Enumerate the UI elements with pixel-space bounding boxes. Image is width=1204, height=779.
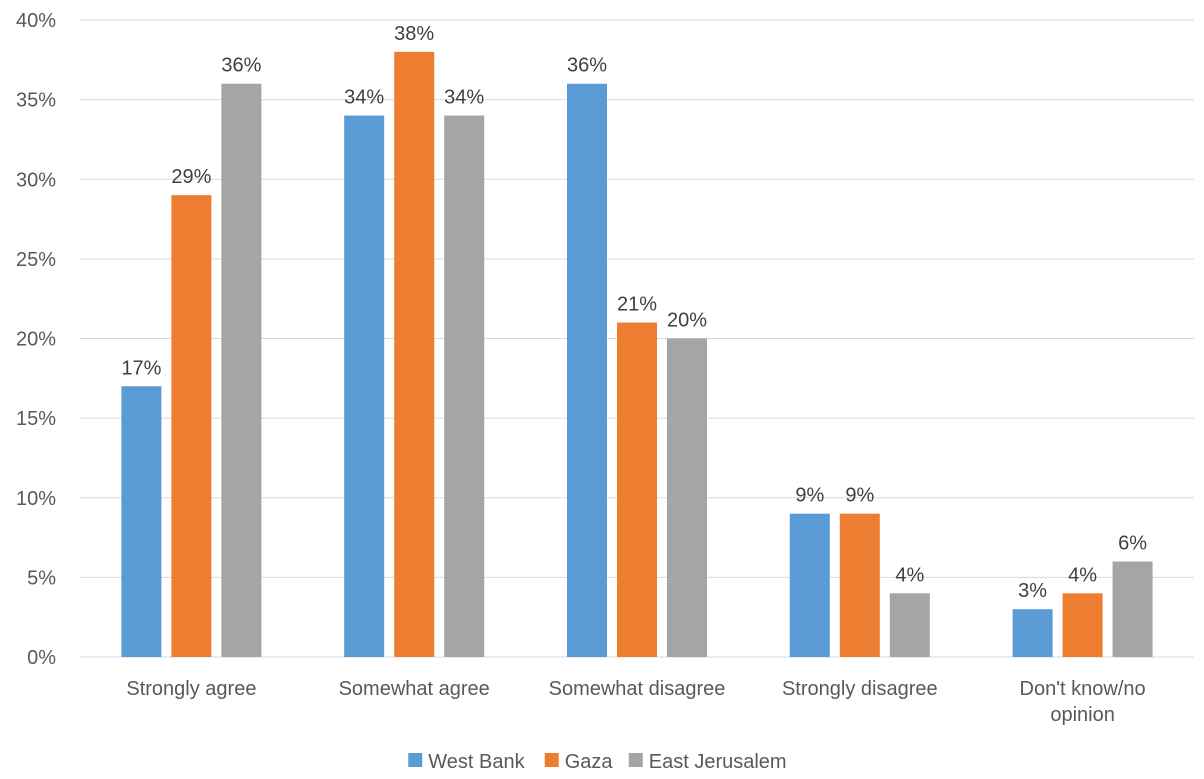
bar-east-jerusalem-0 [221, 83, 262, 657]
x-category-label-line: opinion [1050, 704, 1115, 726]
y-tick-label: 35% [16, 90, 56, 112]
bar-west-bank-3 [789, 513, 830, 657]
data-label: 4% [895, 564, 924, 586]
data-label: 34% [444, 87, 484, 109]
data-label: 34% [344, 87, 384, 109]
data-label: 9% [845, 485, 874, 507]
data-label: 20% [667, 310, 707, 332]
bar-west-bank-2 [567, 83, 607, 657]
x-category-label: Somewhat disagree [549, 678, 726, 700]
data-label: 3% [1018, 580, 1047, 602]
bar-gaza-3 [839, 513, 880, 657]
y-tick-label: 20% [16, 329, 56, 351]
data-label: 4% [1068, 564, 1097, 586]
y-tick-label: 0% [27, 647, 56, 669]
x-category-label-line: Strongly disagree [782, 678, 938, 700]
legend-swatch-west-bank [408, 753, 423, 767]
data-labels: 17% 29% 36% 34% 38% 34% 36% 21% 20% 9% 9% 4% 3% 4% 6% [121, 23, 1147, 602]
bar-west-bank-0 [121, 386, 162, 657]
legend-swatch-gaza [544, 753, 559, 767]
x-axis-categories: Strongly agree Somewhat agree Somewhat dis… [126, 678, 1145, 726]
y-tick-label: 15% [16, 408, 56, 430]
data-label: 29% [171, 166, 211, 188]
y-tick-label: 30% [16, 169, 56, 191]
data-label: 36% [567, 55, 607, 77]
bar-east-jerusalem-3 [889, 593, 930, 657]
x-category-label: Don't know/no opinion [1020, 678, 1146, 726]
legend-label: West Bank [428, 751, 525, 773]
bars [121, 51, 1153, 658]
y-tick-label: 25% [16, 249, 56, 271]
legend: West Bank Gaza East Jerusalem [408, 751, 787, 773]
data-label: 38% [394, 23, 434, 45]
legend-label: Gaza [565, 751, 614, 773]
y-axis-ticks: 0% 5% 10% 15% 20% 25% 30% 35% 40% [16, 10, 56, 669]
x-category-label-line: Don't know/no [1020, 678, 1146, 700]
bar-gaza-4 [1062, 593, 1103, 657]
data-label: 9% [795, 485, 824, 507]
x-category-label-line: Somewhat disagree [549, 678, 726, 700]
bar-east-jerusalem-4 [1112, 561, 1153, 657]
x-category-label: Strongly disagree [782, 678, 938, 700]
x-category-label: Strongly agree [126, 678, 256, 700]
bar-gaza-0 [171, 195, 212, 658]
bar-west-bank-4 [1012, 609, 1053, 657]
bar-gaza-1 [394, 51, 435, 658]
y-tick-label: 5% [27, 567, 56, 589]
bar-east-jerusalem-1 [444, 115, 485, 658]
bar-gaza-2 [617, 322, 657, 657]
data-label: 17% [121, 357, 161, 379]
x-category-label: Somewhat agree [339, 678, 490, 700]
bar-east-jerusalem-2 [667, 338, 707, 657]
x-category-label-line: Somewhat agree [339, 678, 490, 700]
y-tick-label: 40% [16, 10, 56, 32]
data-label: 6% [1118, 532, 1147, 554]
legend-label: East Jerusalem [649, 751, 787, 773]
data-label: 36% [221, 55, 261, 77]
x-category-label-line: Strongly agree [126, 678, 256, 700]
data-label: 21% [617, 294, 657, 316]
bar-west-bank-1 [344, 115, 385, 658]
y-tick-label: 10% [16, 488, 56, 510]
legend-swatch-east-jerusalem [628, 753, 643, 767]
